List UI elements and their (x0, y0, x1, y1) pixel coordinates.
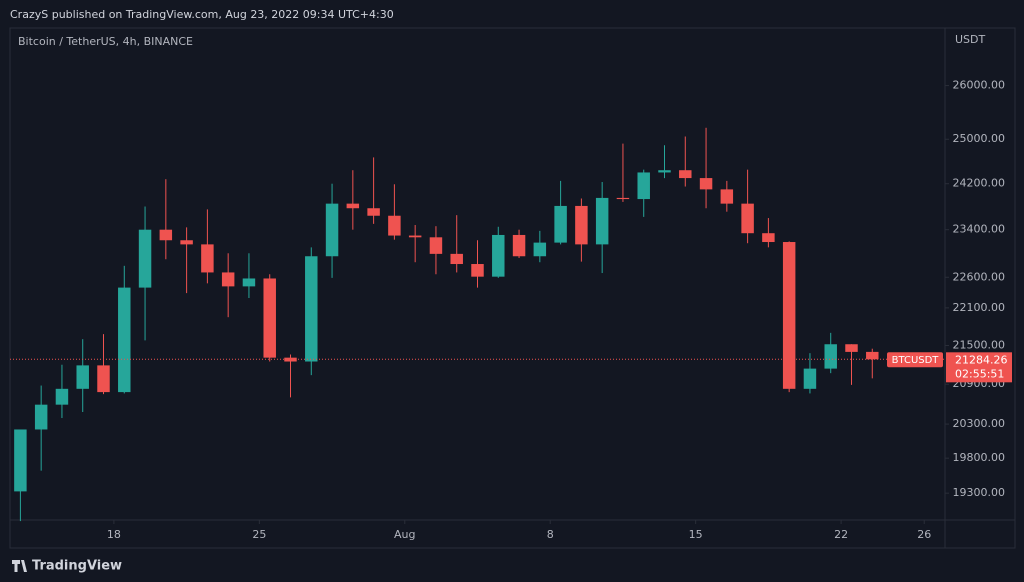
candle-body (782, 242, 796, 389)
candle-body (741, 203, 754, 234)
y-tick-label: 22600.00 (953, 270, 1006, 283)
candle-body (658, 170, 671, 173)
candle-body (242, 278, 256, 287)
candle-body (595, 197, 609, 245)
x-tick-label: 25 (252, 528, 266, 541)
candle-body (616, 197, 630, 200)
candle-body (824, 344, 837, 369)
candle-body (845, 344, 858, 352)
candle-body (679, 170, 692, 179)
brand-logo (12, 560, 27, 572)
candle-body (346, 203, 360, 209)
candle-body (305, 256, 318, 362)
x-tick-label: 22 (834, 528, 848, 541)
candle-body (388, 215, 401, 236)
symbol-box (887, 352, 943, 368)
candle-body (34, 404, 48, 430)
candle-body (866, 351, 879, 360)
candle-body (492, 234, 505, 277)
candle-body (97, 365, 110, 393)
brand[interactable]: TradingView (32, 559, 122, 574)
candle-body (14, 429, 27, 492)
y-tick-label: 20300.00 (953, 417, 1006, 430)
header: CrazyS published on TradingView.com, Aug… (10, 8, 394, 21)
candle-body (803, 368, 817, 389)
y-tick-label: 25000.00 (953, 132, 1006, 145)
candle-body (284, 357, 297, 362)
candle-body (159, 229, 173, 241)
candle-body (180, 240, 193, 245)
x-tick-label: 15 (689, 528, 703, 541)
candle-body (201, 244, 214, 273)
candle-body (263, 278, 276, 358)
candle-body (76, 365, 89, 389)
candle-body (720, 189, 734, 204)
y-tick-label: 26000.00 (953, 79, 1006, 92)
chart-title: Bitcoin / TetherUS, 4h, BINANCE (18, 35, 193, 48)
candle-body (408, 235, 422, 238)
candle-body (55, 388, 69, 405)
x-tick-label: 26 (917, 528, 931, 541)
candle-body (762, 233, 775, 243)
x-tick-label: 18 (107, 528, 121, 541)
y-tick-label: 19800.00 (953, 451, 1006, 464)
last-price: 21284.26 (955, 353, 1008, 366)
x-tick-label: 8 (547, 528, 554, 541)
candle-body (429, 237, 443, 254)
y-tick-label: 24200.00 (953, 177, 1006, 190)
candle-body (367, 208, 380, 216)
y-label: USDT (955, 33, 986, 46)
candle-body (450, 253, 463, 265)
candle-body (118, 287, 131, 393)
countdown: 02:55:51 (955, 367, 1004, 380)
y-tick-label: 19300.00 (953, 486, 1006, 499)
candle-body (221, 272, 235, 287)
candle-body (554, 205, 567, 243)
y-tick-label: 22100.00 (953, 301, 1006, 314)
symbol: BTCUSDT (892, 355, 940, 366)
candle-body (138, 229, 152, 288)
candle-body (471, 264, 484, 277)
candle-body (512, 234, 526, 257)
candle-body (575, 205, 588, 245)
y-tick-label: 23400.00 (953, 223, 1006, 236)
candle-body (637, 172, 650, 200)
candle-body (325, 203, 339, 257)
x-tick-label: Aug (394, 528, 415, 541)
price-box (946, 352, 1012, 383)
frame (9, 27, 1016, 549)
candle-body (533, 242, 547, 257)
candle-body (699, 178, 713, 190)
y-tick-label: 21500.00 (953, 339, 1006, 352)
